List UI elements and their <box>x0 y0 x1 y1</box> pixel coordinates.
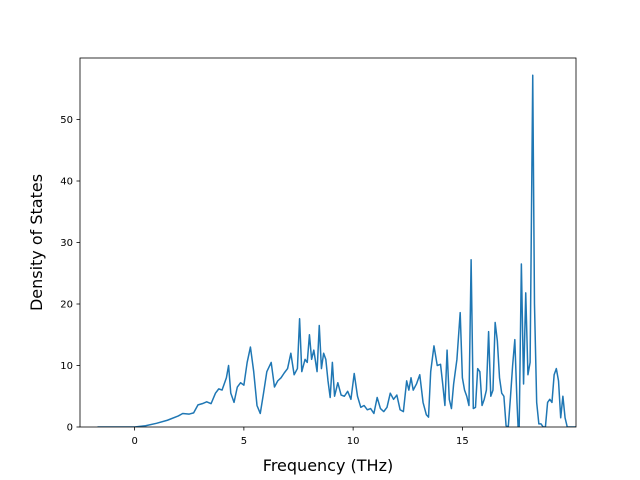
y-tick-label: 0 <box>67 423 73 434</box>
y-axis-label: Density of States <box>27 174 46 311</box>
x-tick-label: 10 <box>347 436 360 447</box>
x-tick-label: 0 <box>131 436 137 447</box>
axes-frame <box>79 57 577 428</box>
x-tick-label: 15 <box>456 436 469 447</box>
series-line-0 <box>97 74 576 427</box>
plot-area <box>97 74 576 427</box>
y-tick-label: 30 <box>60 238 73 249</box>
y-tick-label: 20 <box>60 300 73 311</box>
x-axis-label: Frequency (THz) <box>263 456 393 475</box>
axis-ticks: 0 5 10 15 0 10 20 30 40 50 <box>60 115 468 447</box>
y-tick-label: 50 <box>60 115 73 126</box>
y-tick-label: 10 <box>60 361 73 372</box>
y-tick-label: 40 <box>60 177 73 188</box>
x-tick-label: 5 <box>241 436 247 447</box>
